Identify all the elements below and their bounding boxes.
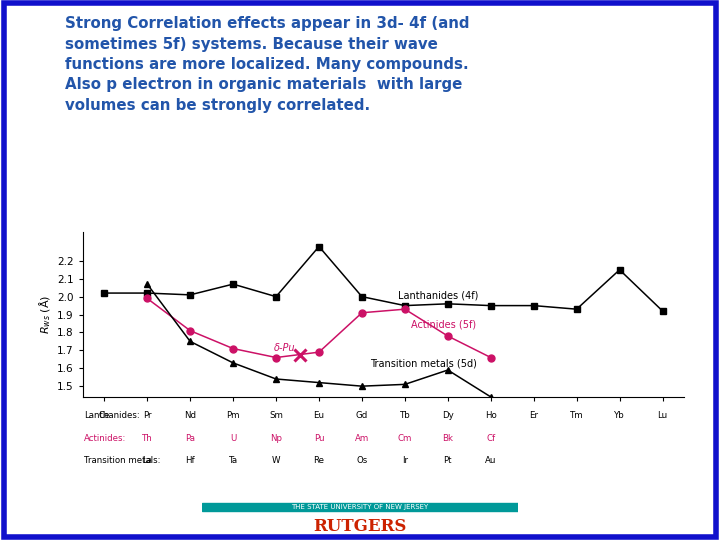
Text: Ta: Ta bbox=[228, 456, 238, 465]
Text: U: U bbox=[230, 434, 236, 443]
Text: Ce: Ce bbox=[99, 411, 110, 421]
Text: Sm: Sm bbox=[269, 411, 283, 421]
Text: Hf: Hf bbox=[185, 456, 195, 465]
Text: Gd: Gd bbox=[356, 411, 368, 421]
Text: Strong Correlation effects appear in 3d- 4f (and
sometimes 5f) systems. Because : Strong Correlation effects appear in 3d-… bbox=[65, 16, 469, 113]
Text: Transition metals:: Transition metals: bbox=[84, 456, 160, 465]
Text: RUTGERS: RUTGERS bbox=[313, 518, 407, 535]
Text: Ir: Ir bbox=[402, 456, 408, 465]
Text: Th: Th bbox=[142, 434, 153, 443]
Text: δ-Pu: δ-Pu bbox=[274, 343, 295, 353]
Text: Am: Am bbox=[355, 434, 369, 443]
Text: La: La bbox=[143, 456, 152, 465]
Text: Pt: Pt bbox=[444, 456, 452, 465]
Text: Tm: Tm bbox=[570, 411, 583, 421]
Text: Eu: Eu bbox=[313, 411, 325, 421]
Bar bbox=[202, 503, 518, 511]
Text: Lu: Lu bbox=[657, 411, 667, 421]
Text: W: W bbox=[271, 456, 280, 465]
Text: Actinides (5f): Actinides (5f) bbox=[411, 319, 477, 329]
Text: Tb: Tb bbox=[400, 411, 410, 421]
Text: Au: Au bbox=[485, 456, 497, 465]
Text: Np: Np bbox=[270, 434, 282, 443]
Text: Pu: Pu bbox=[314, 434, 324, 443]
Text: THE STATE UNIVERSITY OF NEW JERSEY: THE STATE UNIVERSITY OF NEW JERSEY bbox=[292, 504, 428, 510]
Text: Er: Er bbox=[529, 411, 539, 421]
Y-axis label: $R_{ws}$ (Å): $R_{ws}$ (Å) bbox=[37, 295, 53, 334]
Text: Ho: Ho bbox=[485, 411, 497, 421]
Text: Dy: Dy bbox=[442, 411, 454, 421]
Text: Nd: Nd bbox=[184, 411, 196, 421]
Text: Bk: Bk bbox=[442, 434, 454, 443]
Text: Pm: Pm bbox=[226, 411, 240, 421]
Text: Os: Os bbox=[356, 456, 367, 465]
Text: Pa: Pa bbox=[185, 434, 195, 443]
Text: Transition metals (5d): Transition metals (5d) bbox=[371, 359, 477, 369]
Text: Actinides:: Actinides: bbox=[84, 434, 126, 443]
Text: Pr: Pr bbox=[143, 411, 151, 421]
Text: Yb: Yb bbox=[614, 411, 625, 421]
Text: Lanthanides:: Lanthanides: bbox=[84, 411, 140, 421]
Text: Cm: Cm bbox=[397, 434, 412, 443]
Text: Cf: Cf bbox=[486, 434, 495, 443]
Text: Re: Re bbox=[313, 456, 325, 465]
Text: Lanthanides (4f): Lanthanides (4f) bbox=[398, 291, 479, 301]
